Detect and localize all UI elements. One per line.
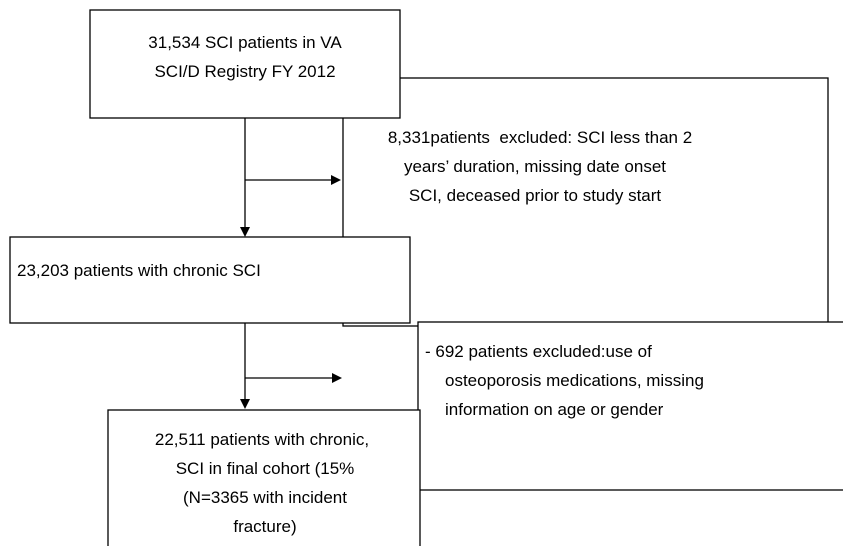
box-text: 23,203 patients with chronic SCI: [17, 261, 261, 280]
box-text: (N=3365 with incident: [183, 488, 347, 507]
arrowhead: [331, 175, 341, 185]
arrowhead: [240, 399, 250, 409]
box: [107, 409, 421, 546]
box-text: 22,511 patients with chronic,: [155, 430, 369, 449]
box: [89, 9, 401, 119]
arrowhead: [240, 227, 250, 237]
arrowhead: [332, 373, 342, 383]
box-text: osteoporosis medications, missing: [445, 371, 704, 390]
box-text: 31,534 SCI patients in VA: [148, 33, 342, 52]
box: [9, 236, 411, 324]
box-text: SCI/D Registry FY 2012: [154, 62, 335, 81]
box-text: - 692 patients excluded:use of: [425, 342, 652, 361]
box: [417, 321, 843, 491]
box-text: years’ duration, missing date onset: [404, 157, 666, 176]
box-text: information on age or gender: [445, 400, 664, 419]
box-text: 8,331patients excluded: SCI less than 2: [388, 128, 692, 147]
box-text: fracture): [233, 517, 296, 536]
box-text: SCI, deceased prior to study start: [409, 186, 662, 205]
box-text: SCI in final cohort (15%: [176, 459, 355, 478]
box: [342, 77, 829, 327]
